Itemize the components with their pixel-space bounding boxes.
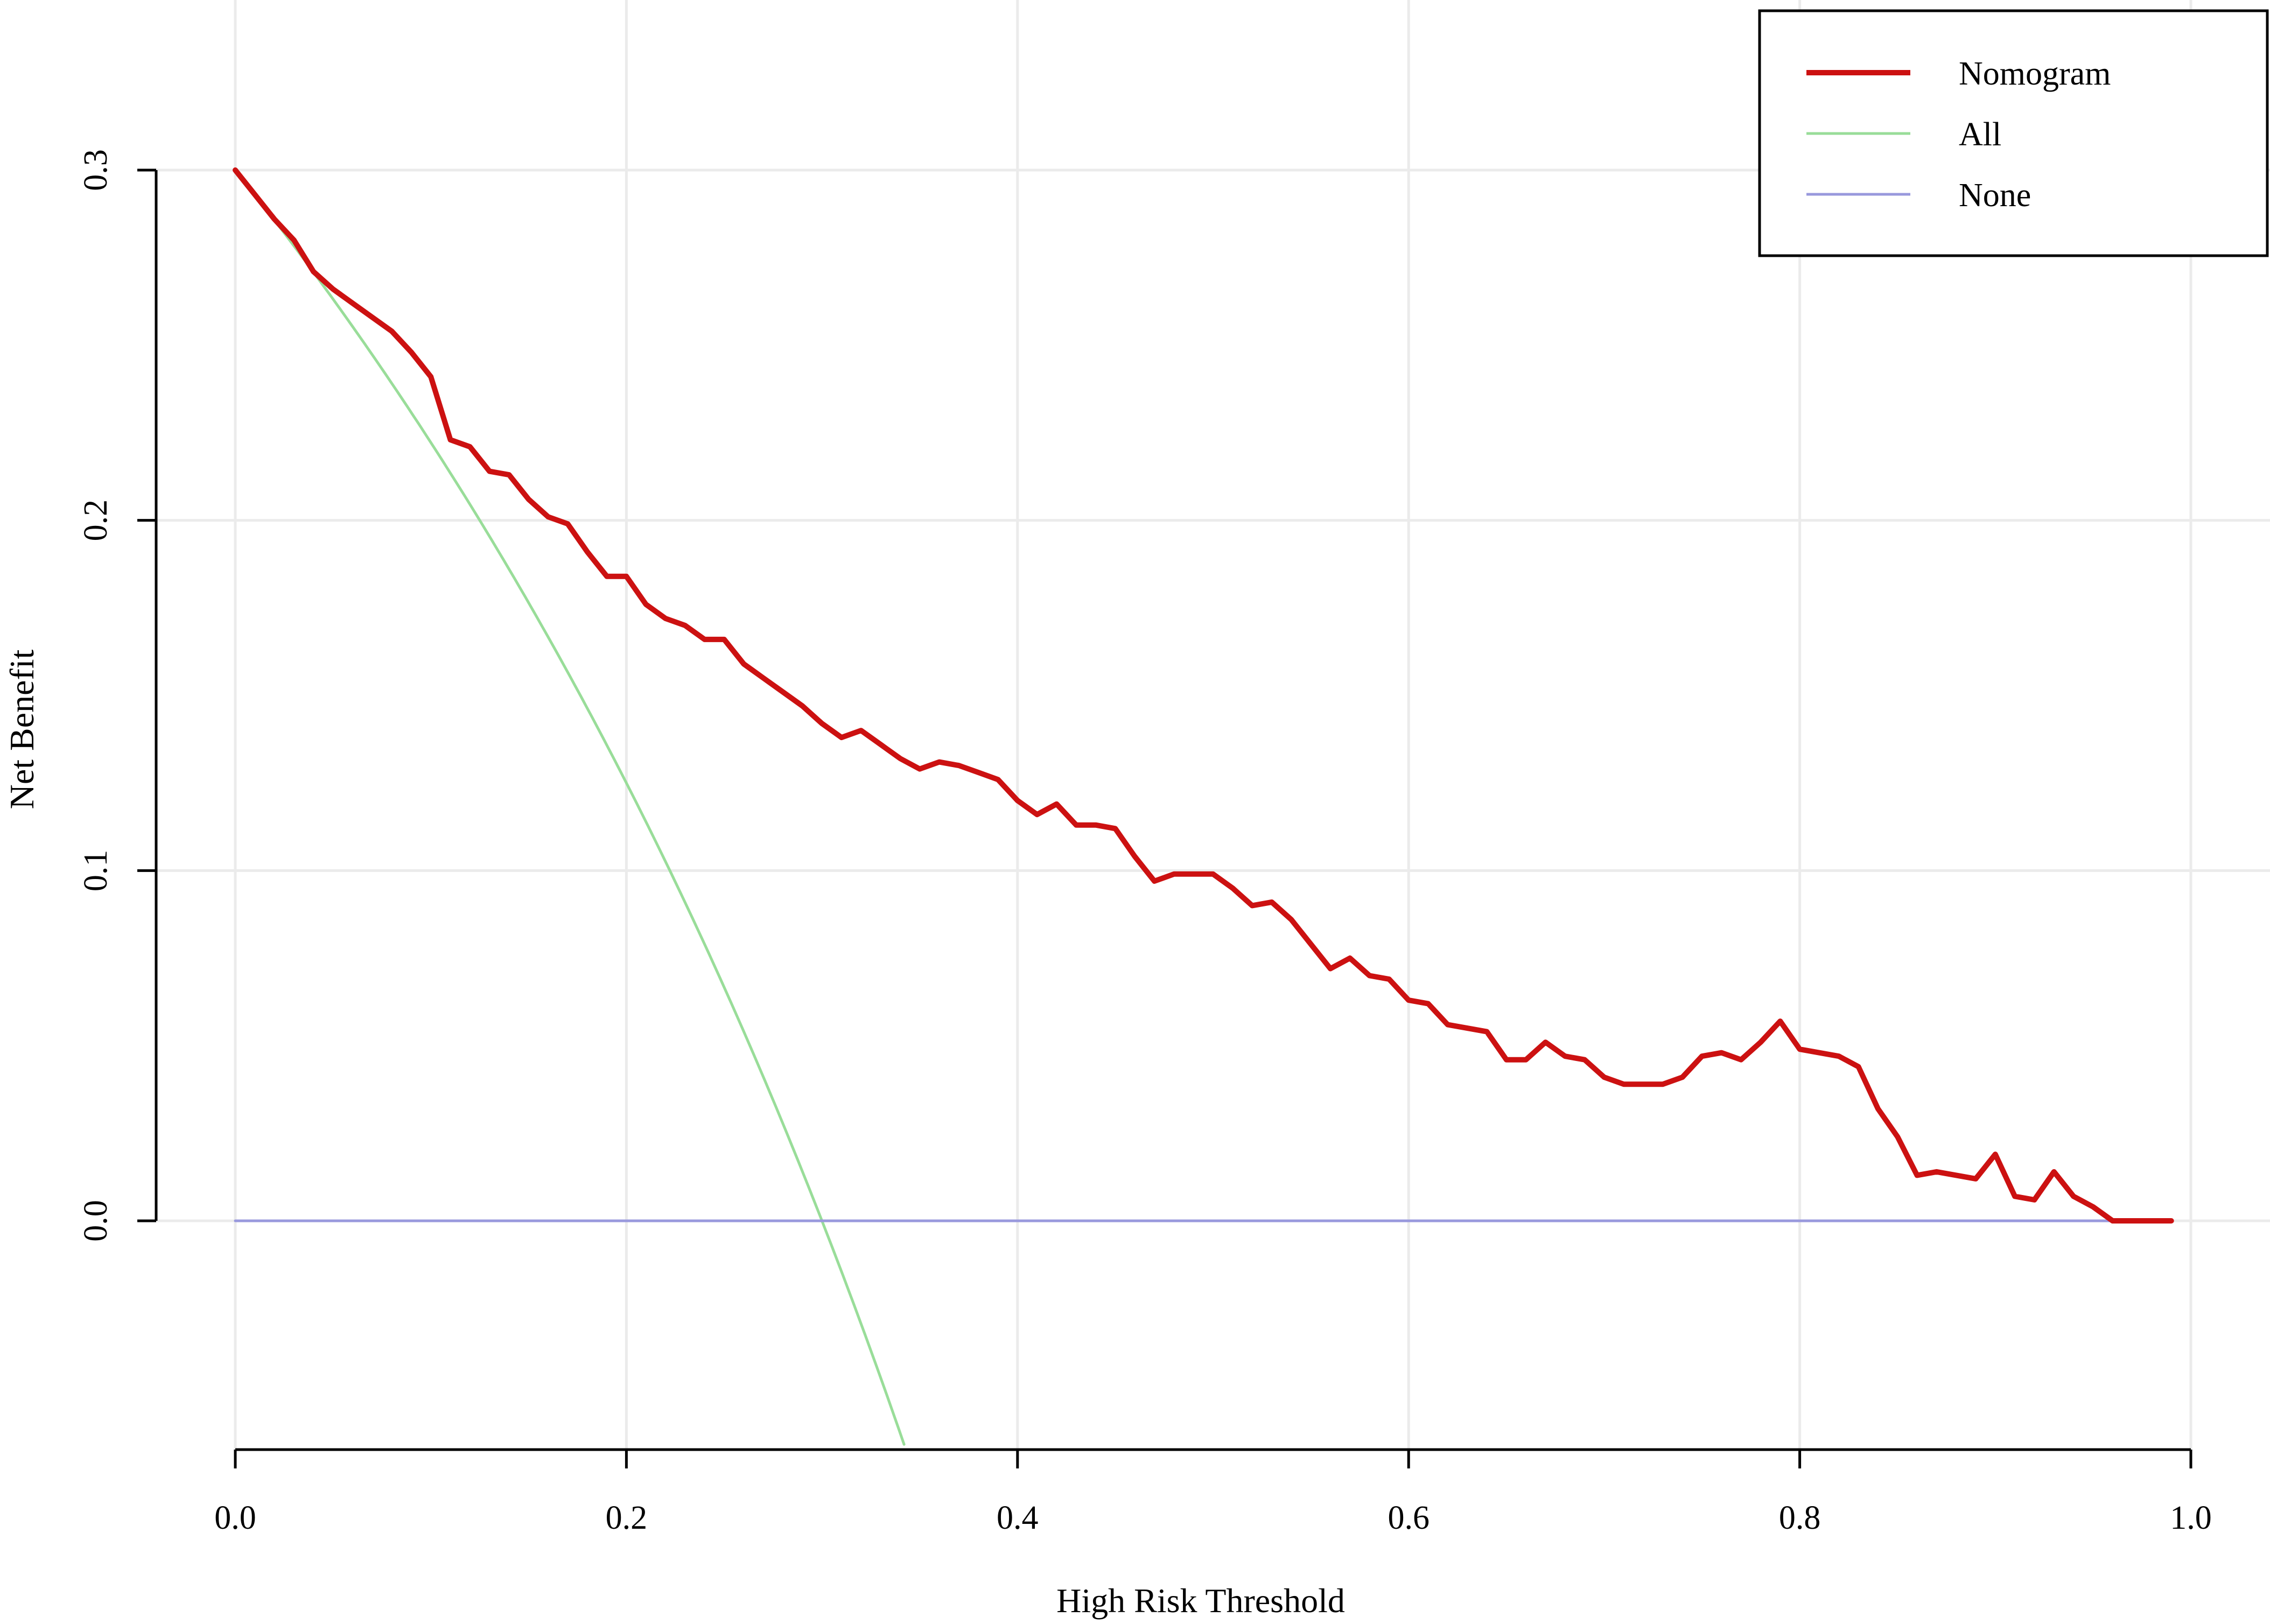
y-axis-title: Net Benefit <box>3 649 41 809</box>
x-tick-label-2: 0.4 <box>997 1500 1039 1536</box>
legend: Nomogram All None <box>1758 9 2269 257</box>
x-tick-label-1: 0.2 <box>606 1500 648 1536</box>
y-tick-label-1: 0.1 <box>78 850 114 892</box>
x-tick-label-0: 0.0 <box>214 1500 256 1536</box>
x-tick-label-3: 0.6 <box>1388 1500 1430 1536</box>
legend-label-none: None <box>1959 177 2031 214</box>
x-tick-label-5: 1.0 <box>2170 1500 2212 1536</box>
series-line-nomogram <box>233 167 2174 1224</box>
axes: 0.0 0.2 0.4 0.6 0.8 1.0 0.0 0.1 0.2 0.3 <box>78 149 2212 1536</box>
series-line-all <box>234 168 906 1446</box>
y-tick-label-3: 0.3 <box>78 149 114 191</box>
y-tick-label-0: 0.0 <box>78 1200 114 1242</box>
x-tick-label-4: 0.8 <box>1779 1500 1821 1536</box>
y-tick-label-2: 0.2 <box>78 500 114 542</box>
series-lines <box>233 167 2174 1446</box>
legend-label-all: All <box>1959 116 2001 153</box>
legend-label-nomogram: Nomogram <box>1959 55 2111 92</box>
x-axis-title: High Risk Threshold <box>1056 1581 1345 1620</box>
